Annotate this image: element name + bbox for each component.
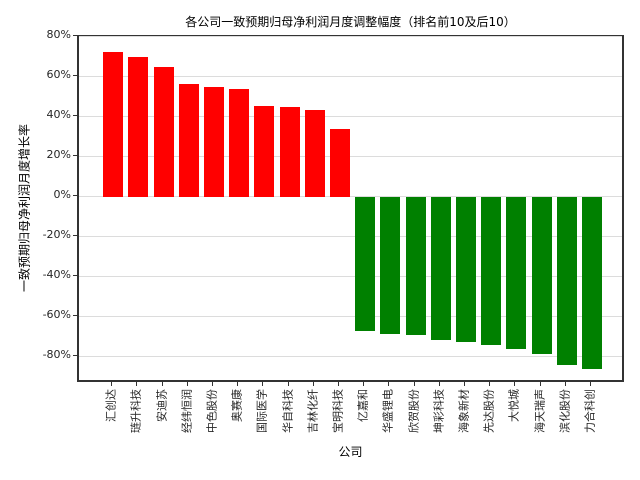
y-tick-label: -40% (42, 268, 71, 281)
bar-华盛锂电 (380, 197, 401, 334)
bar-海象新材 (455, 197, 476, 342)
x-tick-label: 吉林化纤 (306, 389, 320, 433)
y-tick-label: 60% (46, 68, 71, 81)
x-tick-label: 国际医学 (255, 389, 269, 433)
bar-坤彩科技 (430, 197, 451, 340)
y-tick-mark (73, 315, 77, 316)
bar-安迪苏 (153, 67, 174, 197)
x-tick-label: 华自科技 (281, 389, 294, 433)
bar-国际医学 (254, 106, 275, 197)
y-tick-label: -20% (42, 228, 71, 241)
x-tick-mark (237, 382, 239, 386)
x-axis-label: 公司 (338, 445, 363, 459)
bar-琏升科技 (128, 57, 149, 197)
x-tick-mark (161, 382, 163, 386)
bar-奥赛康 (229, 89, 250, 197)
bar-中色股份 (203, 87, 224, 197)
gridline (79, 356, 622, 357)
x-tick-label: 汇创达 (104, 389, 118, 422)
x-tick-mark (312, 382, 314, 386)
x-tick-label: 海象新材 (457, 389, 471, 433)
x-tick-label: 海天瑞声 (533, 389, 546, 433)
x-tick-mark (388, 382, 390, 386)
x-tick-mark (337, 382, 339, 386)
y-tick-label: 0% (53, 188, 71, 201)
x-tick-mark (262, 382, 264, 386)
x-tick-label: 琏升科技 (129, 389, 143, 433)
y-tick-label: 20% (46, 148, 71, 161)
y-tick-mark (73, 235, 77, 236)
bar-华自科技 (279, 107, 300, 197)
bar-大悦城 (506, 197, 527, 349)
gridline (79, 76, 622, 77)
gridline (79, 316, 622, 317)
gridline (79, 276, 622, 277)
y-tick-mark (73, 155, 77, 156)
gridline (79, 236, 622, 237)
gridline (79, 36, 622, 37)
gridline (79, 156, 622, 157)
bar-滨化股份 (556, 197, 577, 365)
y-tick-label: 40% (46, 108, 71, 121)
x-tick-label: 坤彩科技 (432, 389, 446, 433)
y-tick-mark (73, 275, 77, 276)
x-tick-mark (463, 382, 465, 386)
bar-宝明科技 (329, 129, 350, 197)
x-tick-label: 欣贺股份 (407, 389, 420, 433)
x-tick-mark (489, 382, 491, 386)
x-tick-label: 宝明科技 (331, 389, 345, 433)
x-tick-mark (186, 382, 188, 386)
chart-title: 各公司一致预期归母净利润月度调整幅度（排名前10及后10） (185, 15, 516, 29)
x-tick-mark (539, 382, 541, 386)
x-tick-mark (287, 382, 289, 386)
x-tick-mark (363, 382, 365, 386)
plot-area (77, 35, 624, 382)
bar-汇创达 (103, 52, 124, 197)
x-tick-label: 经纬恒润 (180, 389, 194, 433)
x-tick-mark (564, 382, 566, 386)
x-tick-label: 华盛锂电 (381, 389, 395, 433)
gridline (79, 116, 622, 117)
x-tick-label: 滨化股份 (558, 389, 572, 433)
y-tick-label: 80% (46, 28, 71, 41)
x-tick-label: 力合科创 (583, 389, 597, 433)
bar-海天瑞声 (531, 197, 552, 354)
bar-吉林化纤 (304, 110, 325, 197)
x-tick-mark (211, 382, 213, 386)
x-tick-mark (589, 382, 591, 386)
x-tick-mark (438, 382, 440, 386)
y-tick-mark (73, 355, 77, 356)
x-tick-label: 安迪苏 (155, 389, 168, 422)
x-tick-label: 大悦城 (507, 389, 521, 422)
x-tick-label: 亿嘉和 (356, 389, 370, 422)
bar-经纬恒润 (178, 84, 199, 197)
bar-欣贺股份 (405, 197, 426, 335)
gridline (79, 196, 622, 197)
x-tick-mark (111, 382, 113, 386)
y-tick-mark (73, 75, 77, 76)
y-tick-mark (73, 115, 77, 116)
x-tick-label: 奥赛康 (230, 389, 244, 422)
x-tick-mark (514, 382, 516, 386)
x-tick-label: 先达股份 (482, 389, 496, 433)
y-tick-mark (73, 35, 77, 36)
y-tick-label: -60% (42, 308, 71, 321)
x-tick-mark (413, 382, 415, 386)
y-tick-label: -80% (42, 348, 71, 361)
x-tick-label: 中色股份 (205, 389, 219, 433)
y-tick-mark (73, 195, 77, 196)
bar-先达股份 (481, 197, 502, 345)
bar-亿嘉和 (355, 197, 376, 331)
bar-力合科创 (581, 197, 602, 369)
x-tick-mark (136, 382, 138, 386)
